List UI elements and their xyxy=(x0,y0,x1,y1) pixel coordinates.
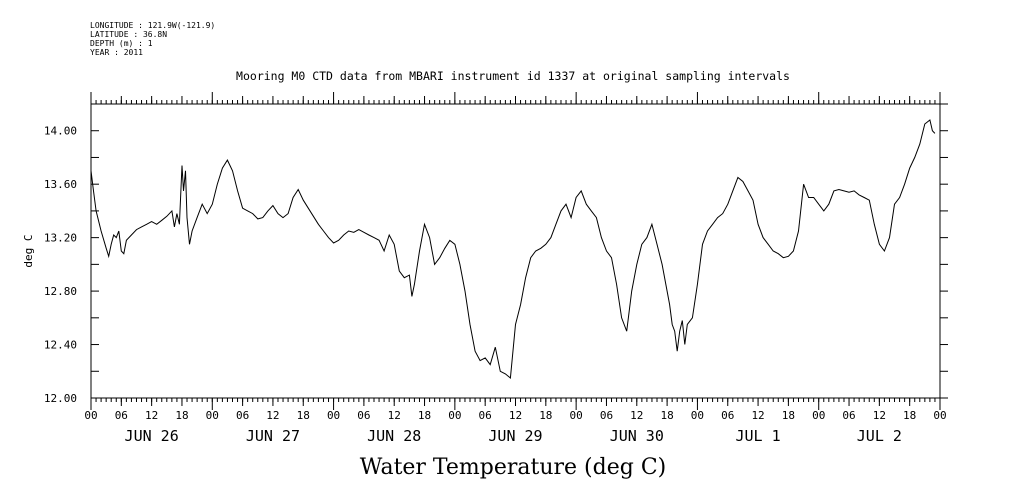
latitude-text: LATITUDE : 36.8N xyxy=(90,30,168,39)
x-tick-label: 18 xyxy=(297,409,310,422)
x-tick-label: 12 xyxy=(388,409,401,422)
x-minor-ticks xyxy=(90,100,941,402)
day-label: JUL 2 xyxy=(857,427,902,445)
x-tick-label: 18 xyxy=(539,409,552,422)
station-metadata: LONGITUDE : 121.9W(-121.9) LATITUDE : 36… xyxy=(90,21,215,57)
plot-frame xyxy=(90,103,941,399)
x-axis-label: Water Temperature (deg C) xyxy=(360,455,667,480)
y-tick-label: 13.20 xyxy=(44,232,77,245)
x-tick-label: 00 xyxy=(84,409,97,422)
x-tick-label: 18 xyxy=(782,409,795,422)
x-tick-label: 06 xyxy=(236,409,249,422)
x-tick-label: 06 xyxy=(479,409,492,422)
x-tick-label: 06 xyxy=(357,409,370,422)
x-major-ticks xyxy=(90,92,941,410)
x-tick-label: 06 xyxy=(842,409,855,422)
day-labels: JUN 26 JUN 27 JUN 28 JUN 29 JUN 30 JUL 1 JUL 2 xyxy=(125,427,902,445)
day-label: JUN 30 xyxy=(610,427,664,445)
y-ticks xyxy=(91,103,948,399)
day-label: JUN 26 xyxy=(125,427,179,445)
x-tick-label: 06 xyxy=(721,409,734,422)
x-tick-label: 00 xyxy=(691,409,704,422)
day-label: JUN 27 xyxy=(246,427,300,445)
depth-text: DEPTH (m) : 1 xyxy=(90,39,153,48)
x-tick-label: 18 xyxy=(660,409,673,422)
x-tick-label: 18 xyxy=(903,409,916,422)
day-label: JUN 29 xyxy=(488,427,542,445)
x-tick-label: 00 xyxy=(448,409,461,422)
x-tick-labels: 00 06 12 18 00 06 12 18 00 06 12 18 00 06 12 18 00 06 12 18… xyxy=(84,409,946,422)
x-tick-label: 12 xyxy=(509,409,522,422)
chart-title: Mooring M0 CTD data from MBARI instrumen… xyxy=(236,69,790,83)
y-tick-label: 13.60 xyxy=(44,178,77,191)
x-tick-label: 06 xyxy=(115,409,128,422)
y-tick-labels: 12.00 12.40 12.80 13.20 13.60 14.00 xyxy=(44,125,77,405)
x-tick-label: 12 xyxy=(630,409,643,422)
x-tick-label: 00 xyxy=(206,409,219,422)
y-tick-label: 12.00 xyxy=(44,392,77,405)
day-label: JUL 1 xyxy=(735,427,780,445)
x-tick-label: 12 xyxy=(266,409,279,422)
x-tick-label: 00 xyxy=(570,409,583,422)
x-tick-label: 00 xyxy=(812,409,825,422)
series-line xyxy=(90,119,936,379)
x-tick-label: 12 xyxy=(873,409,886,422)
day-label: JUN 28 xyxy=(367,427,421,445)
x-tick-label: 00 xyxy=(327,409,340,422)
x-tick-label: 06 xyxy=(600,409,613,422)
y-tick-label: 12.40 xyxy=(44,339,77,352)
longitude-text: LONGITUDE : 121.9W(-121.9) xyxy=(90,21,216,30)
x-tick-label: 18 xyxy=(175,409,188,422)
y-tick-label: 14.00 xyxy=(44,125,77,138)
x-tick-label: 12 xyxy=(145,409,158,422)
x-tick-label: 00 xyxy=(933,409,946,422)
year-text: YEAR : 2011 xyxy=(90,48,143,57)
x-tick-label: 18 xyxy=(418,409,431,422)
x-tick-label: 12 xyxy=(751,409,764,422)
y-tick-label: 12.80 xyxy=(44,285,77,298)
y-axis-label: deg C xyxy=(22,234,35,267)
